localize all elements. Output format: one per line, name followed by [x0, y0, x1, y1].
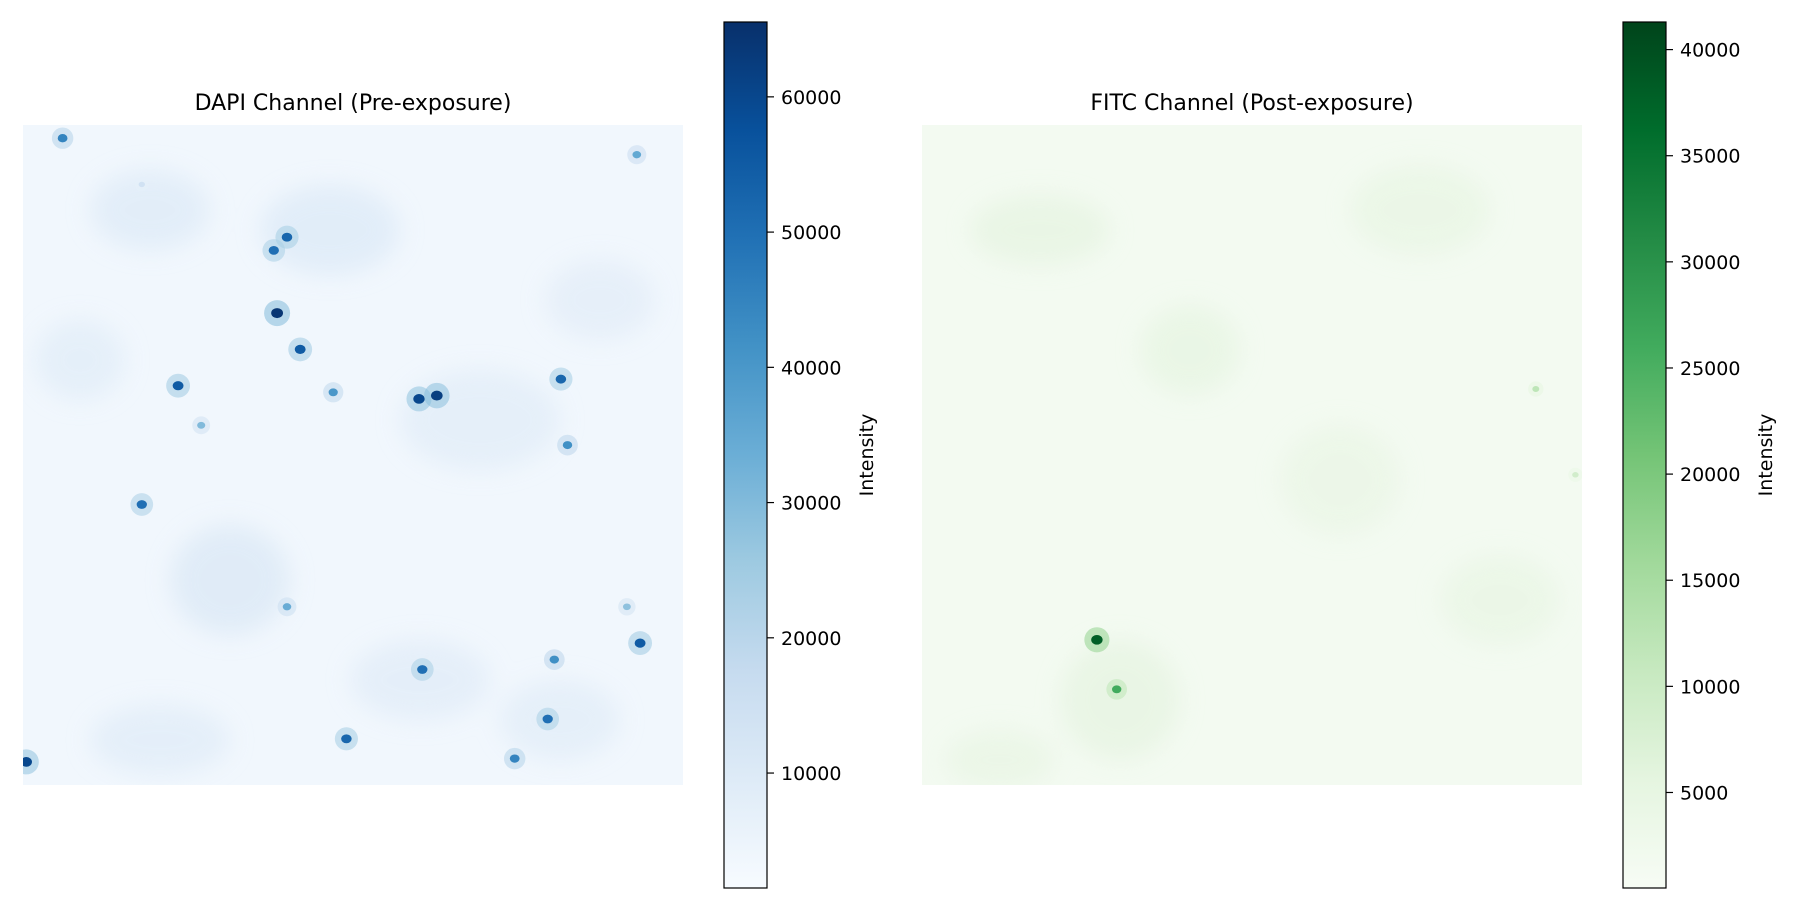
dapi-colorbar-tick-label: 40000	[781, 357, 841, 379]
dapi-spot	[294, 344, 306, 355]
dapi-spot	[281, 232, 293, 242]
fitc-spots	[1084, 381, 1582, 700]
fitc-spot	[1532, 386, 1540, 392]
fitc-title: FITC Channel (Post-exposure)	[1090, 91, 1413, 116]
dapi-spot	[431, 390, 443, 401]
fitc-colorbar-tick-label: 10000	[1680, 676, 1740, 698]
fitc-texture	[945, 165, 1560, 785]
fitc-colorbar-tick-label: 35000	[1680, 146, 1740, 168]
fitc-colorbar-ticks: 5000 10000 15000 20000 25000 30000 35000 40000	[1666, 40, 1740, 804]
fitc-colorbar-tick-label: 30000	[1680, 252, 1740, 274]
dapi-spot	[197, 421, 206, 429]
fitc-colorbar-gradient	[1622, 21, 1667, 889]
dapi-colorbar-tick-label: 20000	[781, 628, 841, 650]
dapi-title: DAPI Channel (Pre-exposure)	[195, 91, 512, 116]
dapi-spot	[417, 665, 428, 674]
dapi-spot	[562, 441, 573, 450]
dapi-colorbar-label: Intensity	[856, 414, 878, 497]
dapi-colorbar-tick-label: 50000	[781, 222, 841, 244]
fitc-colorbar-label: Intensity	[1755, 414, 1777, 497]
fitc-colorbar-tick-label: 20000	[1680, 464, 1740, 486]
dapi-spots	[23, 127, 653, 775]
dapi-spot	[549, 655, 560, 664]
dapi-spot	[622, 603, 631, 611]
dapi-spot	[282, 603, 292, 611]
dapi-spot	[632, 151, 642, 159]
dapi-spot	[268, 246, 279, 255]
fitc-panel: FITC Channel (Post-exposure) 5000 10000 15…	[922, 21, 1777, 889]
fitc-colorbar-tick-label: 40000	[1680, 40, 1740, 62]
dapi-texture	[35, 170, 655, 775]
dapi-spot	[555, 374, 567, 384]
fitc-colorbar-tick-label: 5000	[1680, 782, 1728, 804]
dapi-panel: DAPI Channel (Pre-exposure) 10000 20000 30…	[23, 21, 878, 889]
fitc-colorbar: 500010000150002000025000300003500040000 …	[1622, 21, 1777, 889]
dapi-spot	[138, 181, 145, 188]
dapi-spot	[328, 388, 338, 397]
fitc-spot	[1091, 634, 1103, 645]
dapi-spot	[413, 394, 425, 404]
dapi-spot	[634, 638, 646, 648]
fitc-colorbar-tick-label: 25000	[1680, 358, 1740, 380]
fitc-spot	[1112, 685, 1122, 694]
dapi-spot	[57, 134, 68, 143]
dapi-colorbar-tick-label: 30000	[781, 493, 841, 515]
dapi-colorbar-tick-label: 60000	[781, 87, 841, 109]
fitc-image	[922, 125, 1582, 785]
fitc-colorbar-tick-label: 15000	[1680, 570, 1740, 592]
dapi-colorbar: 10000 20000 30000 40000 50000 60000 Intensity	[723, 21, 878, 889]
fitc-spot	[1572, 472, 1579, 478]
dapi-spot	[23, 757, 32, 767]
dapi-image	[23, 125, 683, 785]
dapi-spot	[136, 500, 147, 509]
dapi-colorbar-tick-label: 10000	[781, 763, 841, 785]
dapi-spot	[341, 734, 352, 744]
dapi-spot	[509, 754, 520, 763]
dapi-spot	[172, 381, 184, 391]
dapi-spot	[542, 714, 553, 724]
dapi-spot	[271, 308, 284, 319]
dapi-colorbar-ticks: 10000 20000 30000 40000 50000 60000	[767, 87, 841, 785]
dapi-colorbar-gradient	[723, 21, 768, 889]
